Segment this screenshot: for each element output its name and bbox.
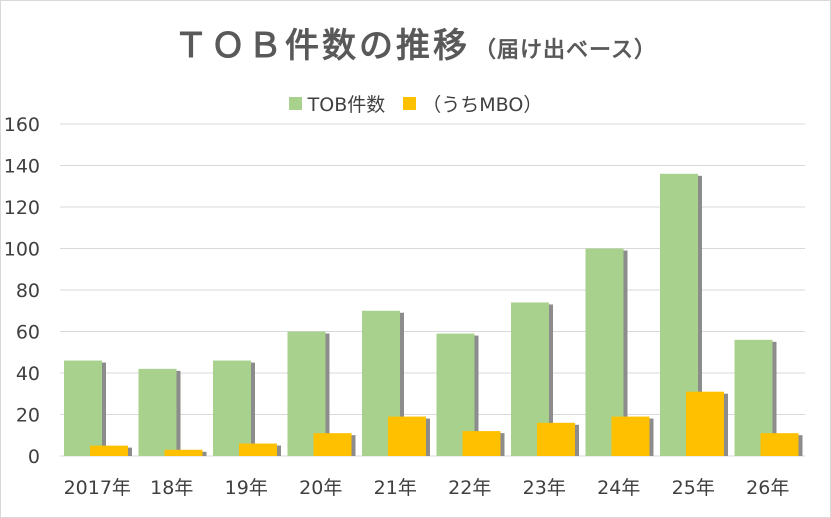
y-tick-label: 20 xyxy=(16,405,40,427)
x-tick-label: 21年 xyxy=(374,477,417,499)
y-tick-label: 80 xyxy=(16,280,40,302)
bar-mbo xyxy=(164,449,203,456)
x-tick-label: 18年 xyxy=(150,477,193,499)
bar-mbo xyxy=(313,433,352,456)
bar-mbo xyxy=(388,416,426,456)
bar-mbo xyxy=(611,416,650,456)
y-tick-label: 100 xyxy=(4,239,40,261)
bar-tob xyxy=(64,360,102,456)
chart-title-main: ＴＯＢ件数の推移 xyxy=(174,26,471,66)
legend-swatch-tob xyxy=(288,97,302,110)
y-tick-label: 40 xyxy=(16,363,40,385)
x-tick-label: 2017年 xyxy=(64,477,131,499)
bar-mbo xyxy=(537,422,575,456)
y-tick-label: 140 xyxy=(4,156,40,178)
legend-label-mbo: （うちMBO） xyxy=(422,94,543,116)
x-tick-label: 19年 xyxy=(225,477,268,499)
bar-mbo xyxy=(90,445,128,456)
y-tick-label: 160 xyxy=(4,114,40,136)
x-tick-label: 23年 xyxy=(523,477,566,499)
chart-title: ＴＯＢ件数の推移 （届け出ベース） xyxy=(0,18,831,67)
legend-swatch-mbo xyxy=(403,97,417,110)
x-tick-label: 26年 xyxy=(746,477,789,499)
bar-mbo xyxy=(462,431,501,456)
bar-mbo xyxy=(239,443,277,456)
y-tick-label: 60 xyxy=(16,322,40,344)
legend-label-tob: TOB件数 xyxy=(307,94,386,116)
x-tick-label: 25年 xyxy=(672,477,715,499)
chart-title-sub: （届け出ベース） xyxy=(474,38,657,63)
x-tick-label: 20年 xyxy=(299,477,342,499)
bar-mbo xyxy=(760,433,799,456)
y-tick-label: 0 xyxy=(28,446,40,468)
legend-item-mbo: （うちMBO） xyxy=(403,90,542,117)
bar-tob xyxy=(138,368,177,456)
chart-legend: TOB件数 （うちMBO） xyxy=(0,90,831,117)
bar-tob xyxy=(213,360,251,456)
x-tick-label: 24年 xyxy=(597,477,640,499)
bar-mbo xyxy=(686,391,724,456)
y-tick-label: 120 xyxy=(4,197,40,219)
x-tick-label: 22年 xyxy=(448,477,491,499)
legend-item-tob: TOB件数 xyxy=(288,90,386,117)
